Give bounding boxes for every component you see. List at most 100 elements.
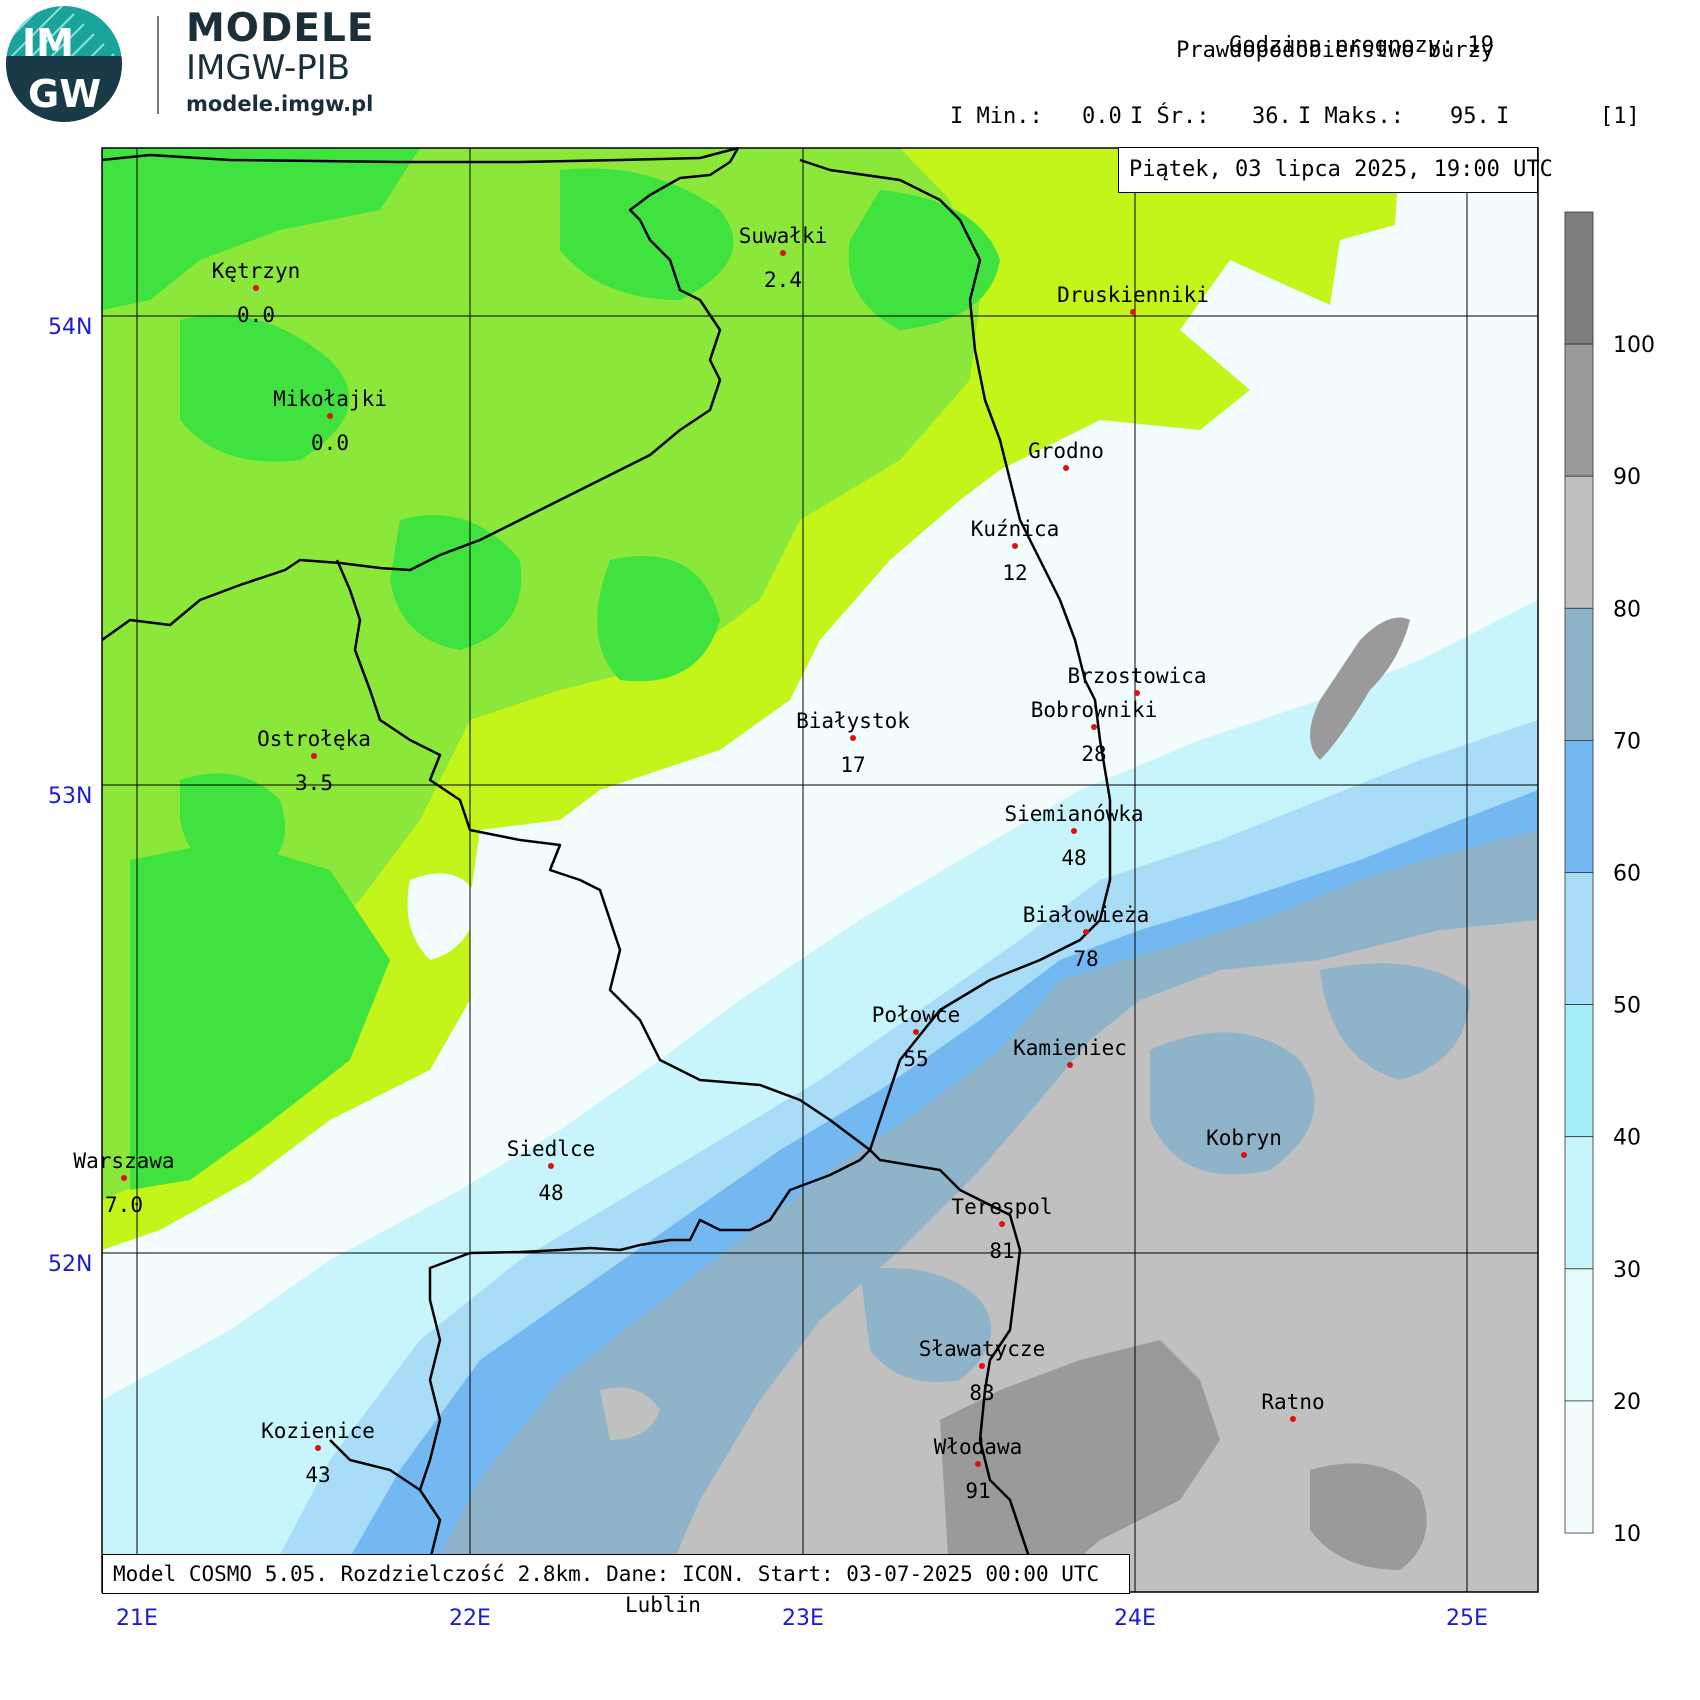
city-value: 43 — [305, 1463, 330, 1487]
city-dot — [975, 1461, 981, 1467]
legend-tick-100: 100 — [1613, 333, 1655, 358]
model-info: Model COSMO 5.05. Rozdzielczość 2.8km. D… — [102, 1554, 1130, 1594]
logo-divider — [157, 16, 159, 114]
lon-label-22e: 22E — [449, 1606, 491, 1631]
city-dot — [999, 1221, 1005, 1227]
city-value: 81 — [989, 1239, 1014, 1263]
city-dot — [1063, 465, 1069, 471]
legend-tick-80: 80 — [1613, 597, 1641, 622]
lon-label-21e: 21E — [116, 1606, 158, 1631]
city-name: Siemianówka — [1004, 802, 1143, 826]
outside-label-lublin: Lublin — [625, 1593, 701, 1617]
stats-max-label: I Maks.: — [1298, 104, 1404, 129]
city-value: 55 — [903, 1047, 928, 1071]
logo-subtitle: IMGW-PIB — [186, 48, 351, 88]
city-name: Ratno — [1261, 1390, 1324, 1414]
logo-url[interactable]: modele.imgw.pl — [186, 92, 374, 116]
legend-tick-10: 10 — [1613, 1522, 1641, 1547]
city-name: Białystok — [796, 709, 910, 733]
stats-max-value: 95. — [1450, 104, 1490, 129]
city-kamieniec: Kamieniec — [1013, 1036, 1127, 1068]
lon-label-25e: 25E — [1446, 1606, 1488, 1631]
legend-band-90 — [1564, 343, 1594, 477]
city-name: Bobrowniki — [1031, 698, 1157, 722]
city-kozienice: Kozienice 43 — [261, 1419, 375, 1487]
svg-text:IM: IM — [22, 21, 74, 65]
city-siemianówka: Siemianówka 48 — [1004, 802, 1143, 870]
lon-labels: 21E 22E 23E 24E 25E — [116, 1606, 1488, 1631]
city-bobrowniki: Bobrowniki 28 — [1031, 698, 1157, 766]
city-name: Siedlce — [507, 1137, 596, 1161]
city-dot — [327, 413, 333, 419]
legend-tick-60: 60 — [1613, 862, 1641, 887]
lat-labels: 54N 53N 52N — [48, 315, 92, 1277]
logo-title: MODELE — [186, 6, 375, 51]
city-name: Ostrołęka — [257, 727, 371, 751]
city-name: Grodno — [1028, 439, 1104, 463]
city-dot — [1290, 1416, 1296, 1422]
city-name: Warszawa — [73, 1149, 174, 1173]
city-kętrzyn: Kętrzyn 0.0 — [212, 259, 301, 327]
city-warszawa: Warszawa 7.0 — [73, 1149, 174, 1217]
city-dot — [315, 1445, 321, 1451]
city-name: Brzostowica — [1067, 664, 1206, 688]
legend-band-80 — [1564, 475, 1594, 609]
city-dot — [1083, 929, 1089, 935]
imgw-logo: IM GW — [4, 4, 124, 124]
city-kobryn: Kobryn — [1206, 1126, 1282, 1158]
lat-label-54n: 54N — [48, 315, 92, 340]
lon-label-23e: 23E — [782, 1606, 824, 1631]
city-value: 0.0 — [311, 431, 349, 455]
legend-band-50 — [1564, 872, 1594, 1006]
city-value: 48 — [1061, 846, 1086, 870]
stats-separator: I — [1496, 104, 1510, 129]
city-name: Druskienniki — [1057, 283, 1209, 307]
city-value: 3.5 — [295, 771, 333, 795]
city-białowieża: Białowieża 78 — [1023, 903, 1149, 971]
city-value: 91 — [965, 1479, 990, 1503]
city-dot — [253, 285, 259, 291]
city-value: 83 — [969, 1381, 994, 1405]
legend-tick-40: 40 — [1613, 1126, 1641, 1151]
city-dot — [780, 250, 786, 256]
city-name: Kozienice — [261, 1419, 375, 1443]
unit-label: [1] — [1600, 104, 1640, 129]
city-sławatycze: Sławatycze 83 — [919, 1337, 1045, 1405]
city-włodawa: Włodawa 91 — [934, 1435, 1023, 1503]
city-brzostowica: Brzostowica — [1067, 664, 1207, 696]
city-ostrołęka: Ostrołęka 3.5 — [257, 727, 371, 795]
city-name: Kętrzyn — [212, 259, 301, 283]
city-białystok: Białystok 17 — [796, 709, 910, 777]
city-name: Sławatycze — [919, 1337, 1045, 1361]
legend-tick-20: 20 — [1613, 1390, 1641, 1415]
forecast-hour-label: Godzina prognozy: — [1229, 33, 1455, 58]
legend-tick-50: 50 — [1613, 994, 1641, 1019]
city-name: Kobryn — [1206, 1126, 1282, 1150]
city-dot — [311, 753, 317, 759]
city-name: Suwałki — [739, 224, 828, 248]
city-dot — [1091, 724, 1097, 730]
city-siedlce: Siedlce 48 — [507, 1137, 596, 1205]
city-dot — [1071, 828, 1077, 834]
legend-band-40 — [1564, 1004, 1594, 1138]
city-dot — [121, 1175, 127, 1181]
city-value: 0.0 — [237, 303, 275, 327]
forecast-hour-value: 19 — [1467, 33, 1495, 58]
forecast-hour: Godzina prognozy: 19 — [1203, 8, 1494, 58]
stats-min-label: I Min.: — [950, 104, 1043, 129]
legend-band-70 — [1564, 607, 1594, 741]
svg-text:GW: GW — [28, 72, 101, 116]
city-value: 28 — [1081, 742, 1106, 766]
legend-band-100 — [1564, 211, 1594, 345]
legend-band-10 — [1564, 1400, 1594, 1534]
city-druskienniki: Druskienniki — [1057, 283, 1209, 315]
legend-band-20 — [1564, 1268, 1594, 1402]
imgw-logo-badge: IM GW — [6, 6, 122, 122]
date-label: Piątek, 03 lipca 2025, 19:00 UTC — [1118, 147, 1553, 193]
city-mikołajki: Mikołajki 0.0 — [273, 387, 387, 455]
stats-min-value: 0.0 — [1082, 104, 1122, 129]
city-dot — [1241, 1152, 1247, 1158]
legend-band-30 — [1564, 1136, 1594, 1270]
city-dot — [1012, 543, 1018, 549]
